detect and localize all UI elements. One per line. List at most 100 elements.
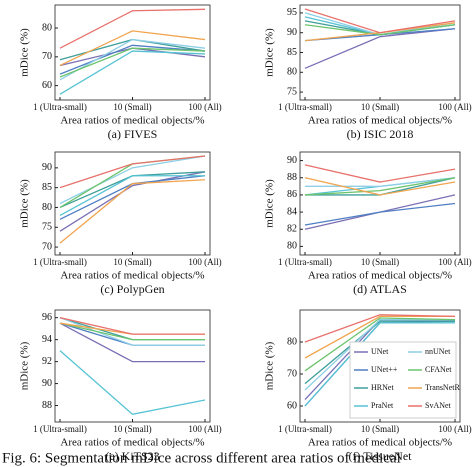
y-tick-label: 94: [42, 334, 52, 345]
x-axis-label: Area ratios of medical objects/%: [308, 115, 452, 127]
subplot-title: (a) FIVES: [108, 127, 158, 141]
y-tick-label: 96: [42, 312, 52, 323]
series-line: [59, 350, 206, 416]
y-tick-label: 60: [42, 80, 52, 91]
series-line: [304, 320, 455, 385]
legend-label: HRNet: [371, 383, 394, 392]
x-tick-label: 100 (All): [438, 102, 471, 112]
x-tick-label: 100 (All): [188, 424, 221, 434]
x-tick-label: 10 (Small): [361, 424, 399, 434]
series-line: [59, 322, 205, 363]
y-tick-label: 95: [287, 7, 297, 18]
x-tick-label: 100 (All): [188, 257, 221, 267]
x-tick-label: 10 (Small): [361, 257, 399, 267]
y-tick-label: 90: [287, 27, 297, 38]
y-tick-label: 86: [287, 189, 297, 200]
x-tick-label: 100 (All): [188, 102, 221, 112]
series-line: [59, 155, 206, 205]
legend-label: nnUNet: [425, 347, 451, 356]
y-tick-label: 70: [42, 51, 52, 62]
y-tick-label: 60: [287, 400, 297, 411]
y-tick-label: 92: [42, 356, 52, 367]
x-tick-label: 10 (Small): [113, 424, 151, 434]
series-line: [304, 177, 456, 196]
series-line: [59, 175, 205, 216]
y-tick-label: 70: [42, 241, 52, 252]
y-tick-label: 80: [287, 336, 297, 347]
subplot-title: (d) ATLAS: [353, 282, 407, 296]
x-axis-label: Area ratios of medical objects/%: [60, 115, 204, 127]
plot-frame: [299, 4, 461, 101]
y-tick-label: 70: [287, 368, 297, 379]
y-tick-label: 88: [287, 172, 297, 183]
x-tick-label: 1 (Ultra-small): [278, 257, 332, 267]
y-tick-label: 75: [42, 222, 52, 233]
x-tick-label: 100 (All): [438, 424, 471, 434]
y-axis-label: mDice (%): [264, 28, 276, 77]
series-line: [59, 44, 206, 75]
x-tick-label: 100 (All): [438, 257, 471, 267]
y-axis-label: mDice (%): [19, 341, 31, 390]
series-line: [59, 322, 205, 341]
x-axis-label: Area ratios of medical objects/%: [60, 270, 204, 282]
y-tick-label: 80: [287, 67, 297, 78]
subplot-title: (e) KiTS23: [105, 449, 159, 463]
y-axis-label: mDice (%): [19, 179, 31, 228]
y-tick-label: 80: [42, 22, 52, 33]
series-line: [59, 47, 206, 78]
series-line: [304, 177, 456, 196]
series-line: [304, 164, 456, 183]
x-tick-label: 1 (Ultra-small): [278, 424, 332, 434]
y-tick-label: 75: [287, 86, 297, 97]
plot-frame: [299, 151, 461, 256]
series-line: [59, 317, 205, 335]
legend-label: TransNetR: [425, 383, 460, 392]
series-line: [305, 177, 456, 187]
y-axis-label: mDice (%): [264, 179, 276, 228]
x-tick-label: 1 (Ultra-small): [33, 424, 87, 434]
series-line: [304, 28, 456, 69]
series-line: [304, 202, 456, 226]
y-tick-label: 90: [42, 162, 52, 173]
y-tick-label: 85: [42, 182, 52, 193]
series-line: [59, 171, 206, 209]
y-tick-label: 80: [42, 202, 52, 213]
legend-label: UNet: [371, 347, 389, 356]
series-line: [304, 317, 456, 372]
series-line: [304, 314, 456, 343]
series-line: [59, 50, 206, 95]
x-tick-label: 10 (Small): [113, 102, 151, 112]
caption: Fig. 6: Segmentation mDice across differ…: [2, 450, 401, 466]
series-line: [304, 24, 456, 36]
series-line: [59, 30, 206, 67]
x-tick-label: 10 (Small): [113, 257, 151, 267]
subplot-title: (b) ISIC 2018: [347, 127, 414, 141]
series-line: [59, 179, 206, 244]
x-axis-label: Area ratios of medical objects/%: [308, 437, 452, 449]
series-line: [304, 322, 455, 407]
x-axis-label: Area ratios of medical objects/%: [60, 437, 204, 449]
x-tick-label: 1 (Ultra-small): [33, 102, 87, 112]
y-tick-label: 88: [42, 400, 52, 411]
plot-frame: [54, 4, 211, 101]
y-axis-label: mDice (%): [19, 28, 31, 77]
subplot-title: (c) PolypGen: [100, 282, 164, 296]
y-tick-label: 80: [287, 241, 297, 252]
subplot-title: (f) TissueNet: [348, 449, 412, 463]
series-line: [59, 317, 205, 346]
legend-label: PraNet: [371, 401, 394, 410]
series-line: [59, 171, 206, 232]
y-tick-label: 84: [287, 206, 297, 217]
y-tick-label: 90: [287, 155, 297, 166]
series-line: [59, 155, 206, 189]
legend-label: SvANet: [425, 401, 452, 410]
legend-label: UNet++: [371, 365, 398, 374]
x-tick-label: 1 (Ultra-small): [278, 102, 332, 112]
y-axis-label: mDice (%): [264, 341, 276, 390]
x-tick-label: 10 (Small): [361, 102, 399, 112]
series-line: [59, 38, 206, 81]
x-tick-label: 1 (Ultra-small): [33, 257, 87, 267]
y-tick-label: 85: [287, 47, 297, 58]
series-line: [304, 8, 456, 34]
